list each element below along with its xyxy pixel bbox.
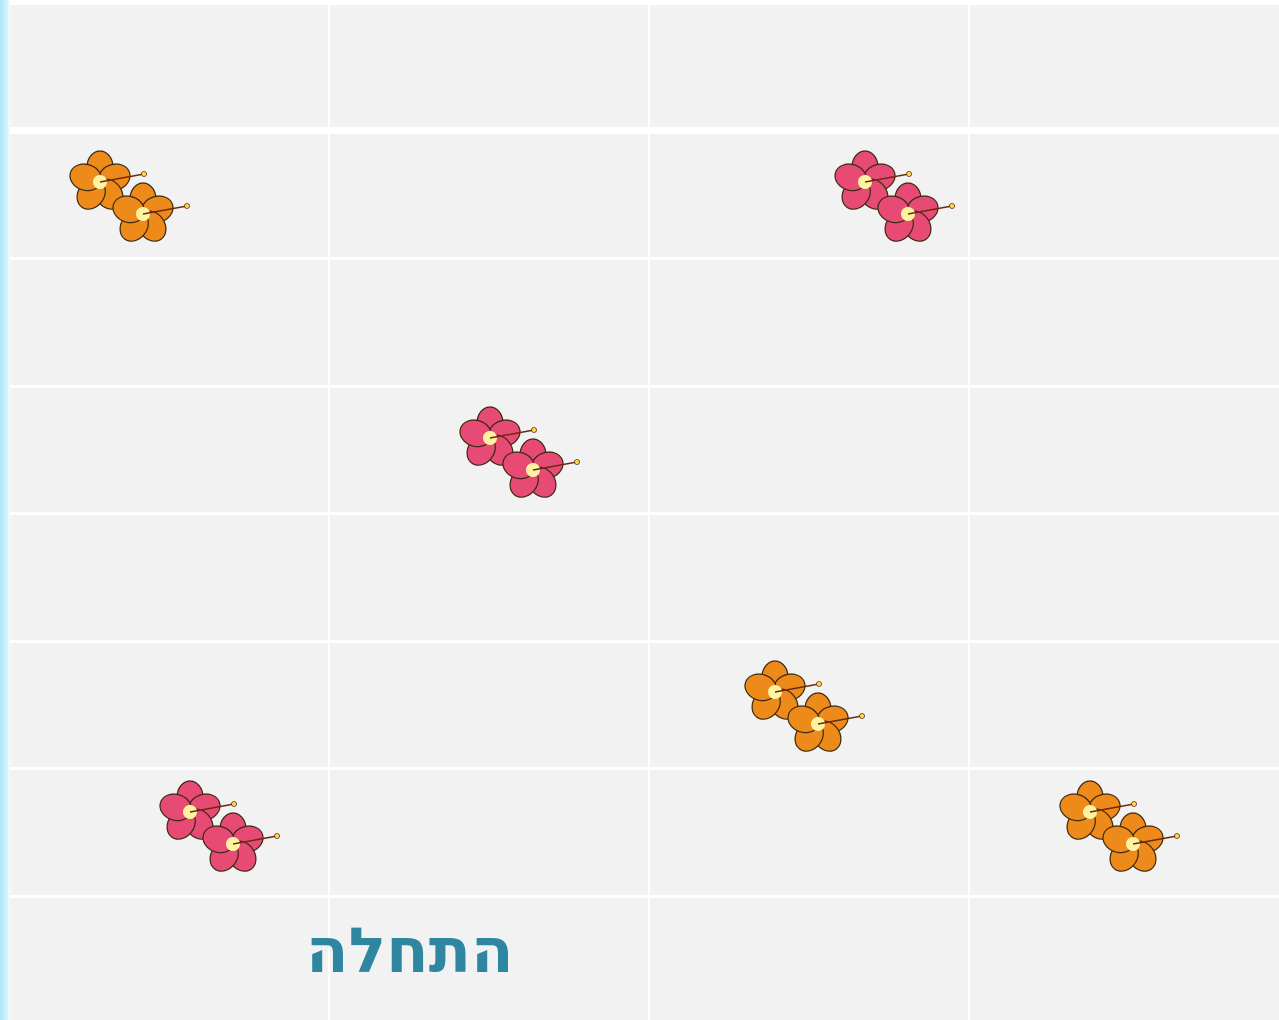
page: התחלה (() => { const data = JSON.parse(d… xyxy=(0,0,1279,1020)
row-header xyxy=(10,5,1279,127)
start-label: התחלה xyxy=(306,914,514,987)
rows xyxy=(10,134,1279,1020)
board: התחלה xyxy=(0,0,1279,1020)
